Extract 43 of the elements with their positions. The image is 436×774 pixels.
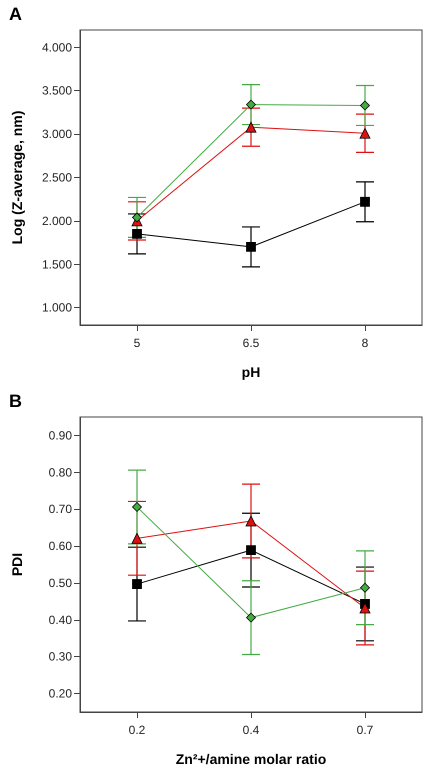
point bbox=[132, 579, 142, 589]
point bbox=[360, 100, 370, 110]
point bbox=[360, 196, 370, 207]
point bbox=[246, 122, 256, 133]
y-tick-label: 2.000 bbox=[42, 214, 72, 228]
y-tick-label: 0.50 bbox=[48, 576, 72, 590]
x-tick-label: 0.2 bbox=[128, 723, 146, 737]
y-tick-label: 3.000 bbox=[42, 127, 72, 142]
point bbox=[132, 502, 142, 512]
x-tick-label: 0.4 bbox=[242, 723, 260, 737]
y-axis-title: Log (Z-average, nm) bbox=[9, 110, 25, 244]
y-tick-label: 1.500 bbox=[42, 257, 72, 272]
x-tick-label: 5 bbox=[134, 336, 141, 350]
point bbox=[246, 516, 256, 526]
y-tick-label: 0.40 bbox=[48, 612, 72, 627]
x-axis-title: pH bbox=[242, 364, 260, 380]
y-tick-label: 3.500 bbox=[42, 84, 72, 98]
y-tick-label: 0.30 bbox=[48, 650, 72, 664]
point bbox=[360, 128, 370, 139]
point bbox=[246, 242, 256, 252]
chart-title: B bbox=[9, 391, 22, 411]
point bbox=[246, 612, 256, 622]
x-tick-label: 0.7 bbox=[356, 723, 374, 737]
point bbox=[360, 602, 370, 614]
point bbox=[132, 228, 142, 239]
point bbox=[132, 532, 142, 544]
y-tick-label: 4.000 bbox=[42, 40, 72, 54]
y-tick-label: 0.80 bbox=[48, 465, 72, 480]
y-tick-label: 0.90 bbox=[48, 428, 72, 442]
point bbox=[246, 100, 256, 110]
y-tick-label: 2.500 bbox=[42, 170, 72, 184]
y-tick-label: 0.20 bbox=[48, 686, 72, 701]
y-tick-label: 1.000 bbox=[42, 300, 72, 315]
chart-title: A bbox=[9, 4, 22, 24]
point bbox=[360, 582, 370, 593]
point bbox=[132, 212, 142, 222]
point bbox=[246, 545, 256, 556]
y-tick-label: 0.60 bbox=[48, 539, 72, 554]
y-axis-title: PDI bbox=[9, 552, 25, 576]
y-tick-label: 0.70 bbox=[48, 502, 72, 516]
x-tick-label: 6.5 bbox=[242, 336, 260, 350]
x-tick-label: 8 bbox=[362, 336, 369, 350]
x-axis-title: Zn²+/amine molar ratio bbox=[176, 751, 326, 767]
